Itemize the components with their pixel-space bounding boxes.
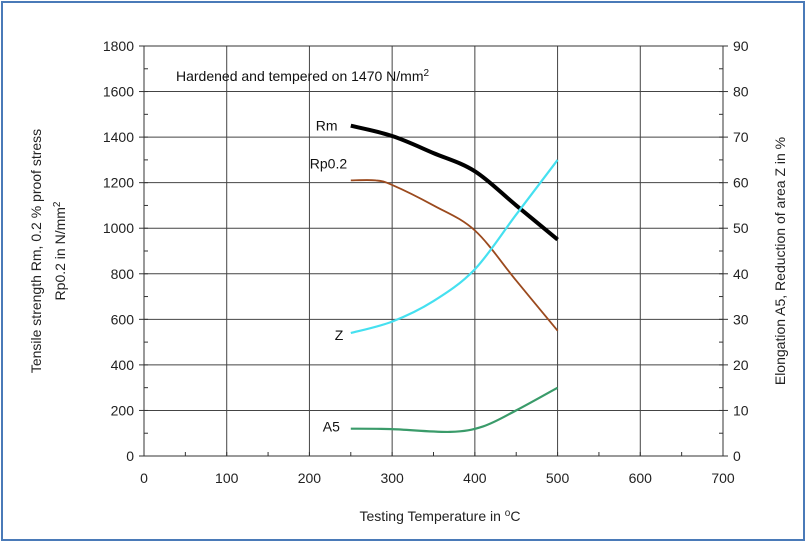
- series-line-z: [350, 159, 559, 335]
- x-tick-label: 300: [380, 470, 404, 486]
- y-tick-label: 0: [126, 448, 134, 464]
- x-tick-label: 700: [711, 470, 735, 486]
- y2-tick-label: 60: [733, 175, 749, 191]
- y2-tick-label: 80: [733, 84, 749, 100]
- chart-title: Hardened and tempered on 1470 N/mm2: [176, 68, 429, 85]
- y-tick-label: 800: [111, 266, 135, 282]
- curve-label-rp0-2: Rp0.2: [310, 155, 348, 171]
- x-tick-label: 100: [215, 470, 239, 486]
- x-tick-label: 500: [546, 470, 570, 486]
- y-tick-label: 1000: [103, 220, 134, 236]
- y2-tick-label: 10: [733, 402, 749, 418]
- y-tick-label: 400: [111, 357, 135, 373]
- y-tick-label: 200: [111, 402, 135, 418]
- curve-label-z: Z: [335, 327, 344, 343]
- y-tick-label: 1200: [103, 175, 134, 191]
- curve-label-rm: Rm: [316, 118, 338, 134]
- y2-tick-label: 40: [733, 266, 749, 282]
- y2-axis-label: Elongation A5, Reduction of area Z in %: [772, 137, 788, 385]
- grid: [143, 45, 724, 457]
- chart-svg: 0 100 200 300 400 500 600 700020040060080010001…: [28, 38, 788, 525]
- y2-tick-label: 90: [733, 38, 749, 54]
- y2-tick-label: 0: [733, 448, 741, 464]
- curve-label-a5: A5: [323, 419, 340, 435]
- y-tick-label: 1600: [103, 84, 134, 100]
- x-axis-label: Testing Temperature in oC: [360, 508, 521, 525]
- x-tick-label: 600: [629, 470, 653, 486]
- y2-tick-label: 50: [733, 220, 749, 236]
- y-axis-label-line2: Rp0.2 in N/mm2: [52, 201, 69, 300]
- x-tick-label: 200: [298, 470, 322, 486]
- y2-tick-label: 30: [733, 311, 749, 327]
- y2-tick-label: 70: [733, 129, 749, 145]
- ticks: 0 100 200 300 400 500 600 700020040060080010001…: [103, 38, 749, 486]
- y2-tick-label: 20: [733, 357, 749, 373]
- x-tick-label: 0: [140, 470, 148, 486]
- plot-area: [143, 45, 724, 457]
- curve-labels: Rm Rp0.2 Z A5: [310, 118, 348, 435]
- series-line-rp0-2: [350, 179, 559, 332]
- y-tick-label: 600: [111, 311, 135, 327]
- y-tick-label: 1800: [103, 38, 134, 54]
- series-line-a5: [350, 386, 559, 434]
- y-axis-label-line1: Tensile strength Rm, 0.2 % proof stress: [28, 129, 44, 373]
- series: [350, 123, 559, 434]
- y-tick-label: 1400: [103, 129, 134, 145]
- x-tick-label: 400: [463, 470, 487, 486]
